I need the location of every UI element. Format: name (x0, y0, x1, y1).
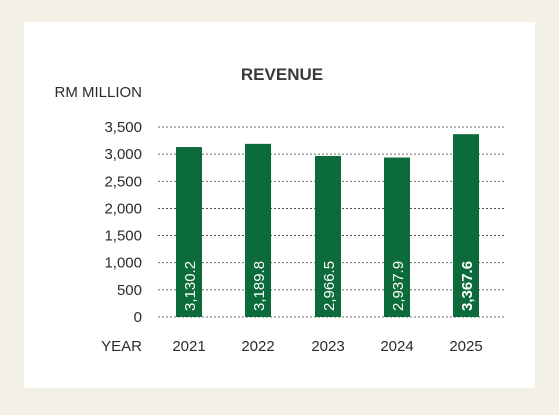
bars: 3,130.2 3,189.8 2,966.5 2,937.9 3,367.6 (176, 134, 479, 317)
bar (176, 147, 202, 317)
y-tick-labels: 0 500 1,000 1,500 2,000 2,500 3,000 3,500 (104, 119, 142, 326)
x-tick-labels: 2021 2022 2023 2024 2025 (172, 338, 482, 355)
bar (384, 157, 410, 317)
x-tick-label: 2024 (380, 338, 413, 355)
bar-value-label: 3,130.2 (182, 261, 199, 311)
bar (315, 155, 341, 317)
y-tick-label: 3,000 (104, 146, 142, 163)
y-tick-label: 500 (117, 282, 142, 299)
y-tick-label: 2,500 (104, 173, 142, 190)
bar-value-label: 2,937.9 (390, 261, 407, 311)
x-tick-label: 2023 (311, 338, 344, 355)
bar-value-label: 2,966.5 (321, 261, 338, 311)
bar-value-label: 3,189.8 (251, 261, 268, 311)
x-tick-label: 2022 (241, 338, 274, 355)
y-tick-label: 2,000 (104, 200, 142, 217)
chart-title: REVENUE (241, 65, 323, 84)
y-tick-label: 3,500 (104, 119, 142, 136)
bar-value-label: 3,367.6 (459, 261, 476, 311)
bar (453, 134, 479, 317)
bar (245, 143, 271, 317)
x-tick-label: 2021 (172, 338, 205, 355)
y-axis-label: RM MILLION (54, 84, 142, 101)
x-axis-label: YEAR (101, 338, 142, 355)
x-tick-label: 2025 (449, 338, 482, 355)
y-tick-label: 1,500 (104, 228, 142, 245)
y-tick-label: 0 (134, 309, 142, 326)
y-tick-label: 1,000 (104, 255, 142, 272)
chart-card (24, 22, 535, 388)
